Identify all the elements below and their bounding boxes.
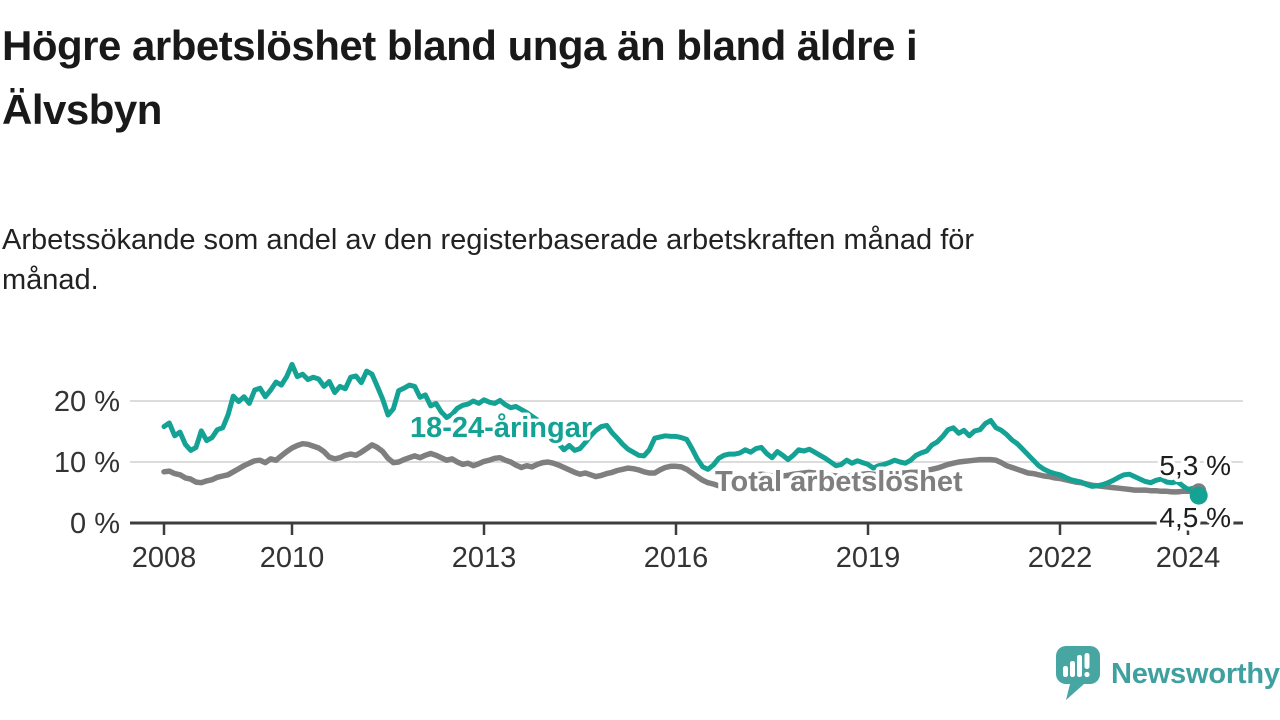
- y-tick-label: 10 %: [54, 447, 120, 479]
- y-tick-label: 0 %: [70, 508, 120, 540]
- newsworthy-logo-text: Newsworthy: [1111, 657, 1280, 690]
- x-tick-label: 2016: [644, 542, 709, 574]
- bar-chart-glyph: [1063, 653, 1090, 678]
- end-value-label-youth: 4,5 %: [1159, 502, 1231, 533]
- series-label-youth: 18-24-åringar: [410, 412, 592, 444]
- x-tick-label: 2008: [132, 542, 197, 574]
- gridlines: [130, 400, 1243, 463]
- x-tick-label: 2019: [836, 542, 901, 574]
- x-tick-label: 2024: [1156, 542, 1221, 574]
- x-tick-labels: 2008 2010 2013 2016 2019 2022 2024: [132, 542, 1221, 574]
- exclamation-dot: [1084, 671, 1090, 678]
- series-line-youth: [161, 361, 1202, 499]
- x-tick-label: 2010: [260, 542, 325, 574]
- y-tick-labels: 0 % 10 % 20 %: [54, 386, 120, 540]
- x-tick-label: 2022: [1028, 542, 1093, 574]
- series-label-total: Total arbetslöshet: [715, 466, 963, 498]
- y-tick-label: 20 %: [54, 386, 120, 418]
- page-title: Högre arbetslöshet bland unga än bland ä…: [2, 22, 918, 133]
- newsworthy-logo-icon: [1056, 646, 1100, 700]
- chart-subtitle: Arbetssökande som andel av den registerb…: [2, 224, 975, 296]
- x-axis-ticks: [162, 524, 1190, 535]
- exclamation-stem: [1084, 653, 1090, 669]
- end-dot-youth: [1189, 486, 1208, 505]
- end-value-label-total: 5,3 %: [1159, 450, 1231, 481]
- series-line-total: [161, 440, 1202, 495]
- x-tick-label: 2013: [452, 542, 517, 574]
- newsworthy-logo: Newsworthy: [1056, 646, 1280, 702]
